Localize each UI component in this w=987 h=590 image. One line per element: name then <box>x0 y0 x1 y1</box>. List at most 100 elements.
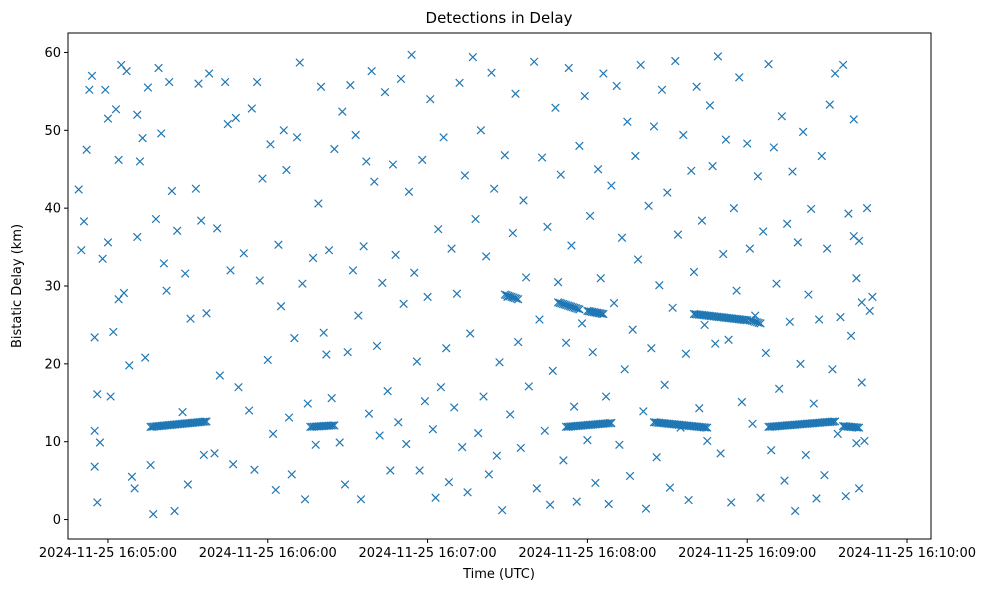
data-point <box>404 187 414 197</box>
data-point <box>537 153 547 162</box>
data-point <box>652 453 661 462</box>
data-point <box>247 104 257 113</box>
data-point <box>713 52 723 61</box>
data-point <box>782 219 792 228</box>
data-point <box>274 240 283 249</box>
data-point <box>326 421 336 430</box>
data-point <box>276 302 286 311</box>
data-point <box>471 214 480 224</box>
data-point <box>828 365 837 374</box>
data-point <box>93 389 102 399</box>
data-point <box>226 266 235 275</box>
data-point <box>644 201 653 211</box>
data-point <box>829 417 838 426</box>
data-point <box>569 402 579 411</box>
data-point <box>860 436 869 446</box>
data-point <box>322 350 331 359</box>
data-point <box>716 449 725 458</box>
data-point <box>729 203 739 213</box>
data-point <box>141 353 150 362</box>
data-point <box>665 483 675 492</box>
data-point <box>82 145 91 154</box>
data-point <box>548 366 557 376</box>
data-point <box>777 112 787 121</box>
data-point <box>473 428 483 438</box>
data-point <box>328 421 337 430</box>
data-point <box>617 233 627 242</box>
data-point <box>164 77 174 87</box>
data-point <box>324 245 334 255</box>
data-point <box>452 289 462 299</box>
data-point <box>817 151 827 161</box>
data-point <box>497 505 507 515</box>
data-point <box>191 184 201 193</box>
data-point <box>436 382 446 392</box>
data-point <box>167 186 177 196</box>
data-point <box>851 423 861 432</box>
data-point <box>194 79 203 88</box>
data-point <box>609 298 619 308</box>
data-point <box>282 165 291 175</box>
data-point <box>732 286 741 295</box>
data-point <box>812 494 821 503</box>
data-point <box>599 69 608 78</box>
data-point <box>106 392 115 401</box>
data-point <box>599 309 608 319</box>
data-point <box>754 318 763 328</box>
data-point <box>591 478 600 488</box>
data-point <box>362 157 371 166</box>
data-point <box>495 358 504 367</box>
data-point <box>734 73 744 82</box>
data-point <box>607 418 616 428</box>
y-tick-label: 40 <box>44 202 61 217</box>
data-point <box>87 71 97 81</box>
data-point <box>641 504 651 513</box>
data-point <box>303 399 312 408</box>
data-point <box>689 267 699 277</box>
data-point <box>708 161 717 171</box>
data-point <box>311 440 320 450</box>
data-point <box>519 196 528 205</box>
data-point <box>597 309 607 318</box>
data-point <box>431 493 440 502</box>
data-point <box>660 380 669 390</box>
data-point <box>572 497 581 506</box>
data-point <box>844 209 853 218</box>
data-point <box>798 127 808 137</box>
data-point <box>476 126 486 135</box>
data-point <box>697 216 707 225</box>
data-point <box>199 450 209 460</box>
y-tick-label: 60 <box>44 46 61 61</box>
data-point <box>796 359 805 369</box>
data-point <box>215 371 225 380</box>
data-point <box>846 331 856 341</box>
data-point <box>428 425 438 434</box>
data-point <box>703 436 712 446</box>
y-tick-label: 20 <box>44 357 61 372</box>
data-point <box>343 347 352 357</box>
data-point <box>367 66 376 76</box>
data-point <box>162 286 171 295</box>
data-point <box>838 60 848 70</box>
data-point <box>814 315 824 324</box>
data-point <box>521 273 531 282</box>
data-point <box>820 470 829 480</box>
data-point <box>263 355 272 365</box>
data-point <box>561 338 571 348</box>
data-point <box>657 85 667 95</box>
data-point <box>663 188 672 197</box>
data-point <box>444 477 454 487</box>
data-point <box>615 440 624 450</box>
data-point <box>822 244 832 253</box>
data-point <box>628 325 637 334</box>
data-point <box>125 361 134 370</box>
data-point <box>348 266 358 275</box>
data-point <box>639 407 648 416</box>
data-point <box>745 244 755 253</box>
data-point <box>836 312 845 322</box>
data-point <box>151 214 161 224</box>
data-point <box>604 499 613 509</box>
data-point <box>695 403 704 413</box>
